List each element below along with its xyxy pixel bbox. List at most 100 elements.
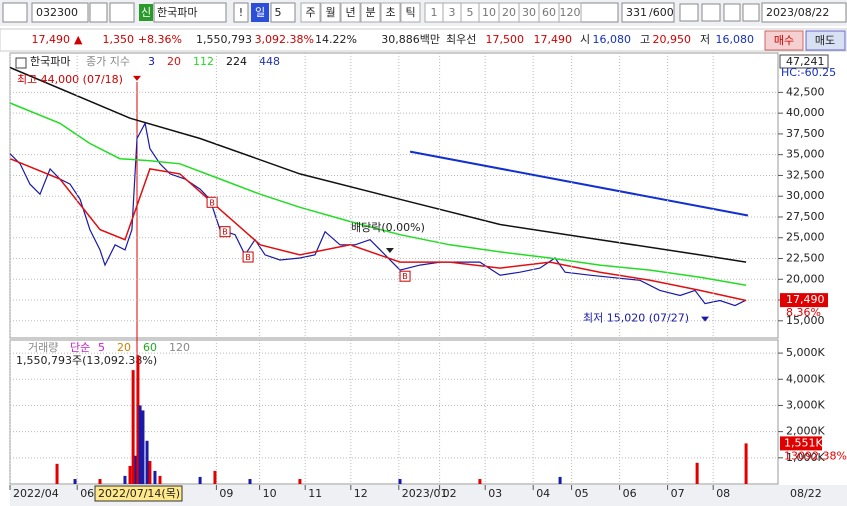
volume-bar <box>136 355 140 484</box>
legend-entry: 112 <box>193 55 214 68</box>
period-label: 주 <box>305 6 315 19</box>
signal-label: B <box>245 253 251 262</box>
minute-tab[interactable] <box>558 2 582 23</box>
y-tick-label: 5,000K <box>786 346 825 359</box>
open-label: 시 <box>580 33 590 46</box>
legend-entry: 60 <box>143 341 157 354</box>
count: 331 <box>626 6 647 19</box>
menu-button[interactable] <box>2 2 28 23</box>
legend-entry: 224 <box>226 55 247 68</box>
signal-marker <box>219 226 231 238</box>
x-tick-label: 11 <box>308 487 322 500</box>
last-rate: 13092.38% <box>784 449 847 462</box>
period-tab[interactable] <box>300 2 321 23</box>
cursor-label: 2022/07/14(목) <box>98 487 180 500</box>
y-tick-label: 15,000 <box>786 314 825 327</box>
low-label: 저 <box>700 33 710 46</box>
period-button[interactable] <box>251 3 269 22</box>
code-input[interactable] <box>31 2 89 23</box>
y-tick-label: 4,000K <box>786 372 825 385</box>
panel-icon <box>15 57 27 69</box>
series-line <box>9 121 747 307</box>
x-tick-label: 08 <box>716 487 730 500</box>
minute-label: 120 <box>560 6 581 19</box>
market-tag: 신 <box>141 6 151 19</box>
turnover: 14.22% <box>315 33 357 46</box>
x-tick-label: 06 <box>80 487 94 500</box>
y-tick-label: 40,000 <box>786 106 825 119</box>
y-tick-label: 3,000K <box>786 398 825 411</box>
volume-bar <box>478 479 482 484</box>
volume-bar <box>55 463 59 484</box>
volume-bar <box>398 479 402 484</box>
date: 2023/08/22 <box>766 6 829 19</box>
legend-subtitle: 종가 지수 <box>86 55 130 68</box>
x-tick-label: 2022/04 <box>13 487 59 500</box>
period-label: 틱 <box>405 6 415 19</box>
alert-button[interactable] <box>233 2 249 23</box>
date-box[interactable] <box>761 2 847 23</box>
tool-button[interactable] <box>701 3 721 22</box>
search-button[interactable] <box>89 2 108 23</box>
period-n-box[interactable] <box>270 2 296 23</box>
rate: +8.36% <box>138 33 182 46</box>
annotation: 배당락(0.00%) <box>351 221 425 234</box>
minute-label: 3 <box>449 6 456 19</box>
signal-label: B <box>222 228 228 237</box>
volume-bar <box>98 479 102 484</box>
volume-rate: 3,092.38% <box>255 33 314 46</box>
open: 16,080 <box>593 33 632 46</box>
buy: 매수 <box>774 34 794 47</box>
volume-bar <box>248 479 252 484</box>
buy-button[interactable] <box>764 30 804 51</box>
minute-label: 20 <box>502 6 516 19</box>
x-tick-label: 12 <box>354 487 368 500</box>
period-tab[interactable] <box>360 2 381 23</box>
volume-bar <box>128 465 132 484</box>
period-tab[interactable] <box>340 2 361 23</box>
x-tick-label: 04 <box>536 487 550 500</box>
period-label: 월 <box>325 6 335 19</box>
amount: 30,886백만 <box>381 33 440 46</box>
period-tab[interactable] <box>380 2 401 23</box>
period-tab[interactable] <box>400 2 421 23</box>
last-value: 1,551K <box>784 436 823 449</box>
volume-bar <box>558 476 562 484</box>
volume-bar <box>145 440 149 484</box>
legend-entry: 5 <box>98 341 105 354</box>
trend-line <box>409 150 749 217</box>
y-tick-label: 35,000 <box>786 148 825 161</box>
y-tick-label: 27,500 <box>786 210 825 223</box>
annotation-marker <box>701 316 710 322</box>
market-tag-box <box>139 4 153 21</box>
save-button[interactable] <box>723 3 741 22</box>
hc-label: HC:-60.25 <box>781 66 836 79</box>
code: 032300 <box>36 6 78 19</box>
change: 1,350 <box>103 33 135 46</box>
sell-button[interactable] <box>805 30 846 51</box>
y-tick-label: 20,000 <box>786 272 825 285</box>
settings-button[interactable] <box>742 3 760 22</box>
volume-bar <box>298 479 302 484</box>
y-tick-label: 1,000K <box>786 451 825 464</box>
stock-name: 한국파마 <box>157 6 197 19</box>
volume-bar <box>213 470 217 484</box>
tool-button[interactable] <box>679 3 699 22</box>
period-tab[interactable] <box>320 2 341 23</box>
dropdown[interactable] <box>579 2 619 23</box>
count-box[interactable] <box>621 2 675 23</box>
volume-bar <box>744 443 748 484</box>
minute-label: 30 <box>522 6 536 19</box>
last-value: 17,490 <box>786 293 825 306</box>
ask: 17,500 <box>486 33 525 46</box>
sound-button[interactable] <box>109 2 135 23</box>
y-tick-label: 25,000 <box>786 231 825 244</box>
price: 17,490 <box>32 33 71 46</box>
minute-label: 1 <box>431 6 438 19</box>
legend-entry: 20 <box>117 341 131 354</box>
signal-marker <box>242 251 254 263</box>
volume-bar <box>198 476 202 484</box>
y-tick-label: 2,000K <box>786 425 825 438</box>
y-tick-label: 37,500 <box>786 127 825 140</box>
